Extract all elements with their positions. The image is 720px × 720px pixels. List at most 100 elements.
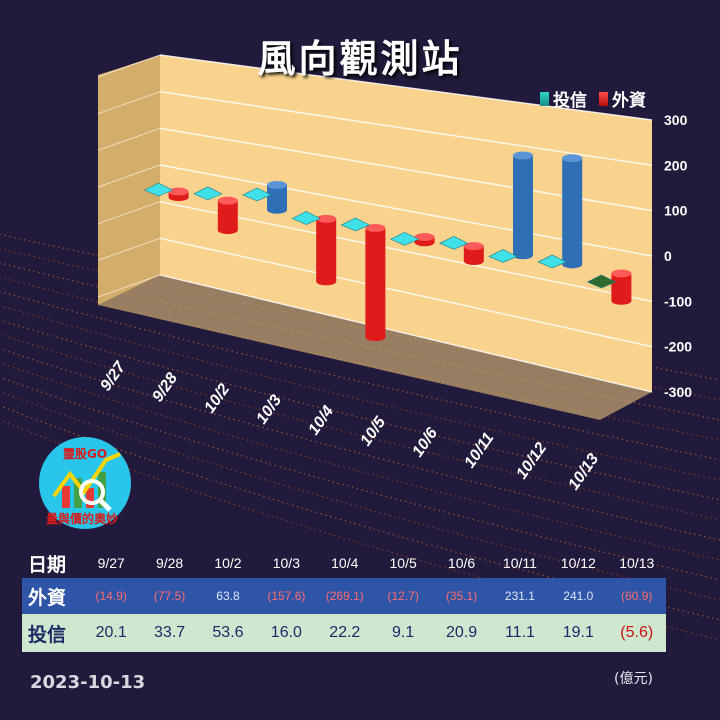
magnifier-handle-icon: [98, 498, 112, 512]
x-tick-label: 10/11: [461, 430, 497, 472]
bar-trust: [291, 211, 321, 225]
x-tick-label: 10/2: [201, 381, 233, 416]
table-cell: 10/4: [331, 555, 359, 571]
back-wall: [160, 55, 652, 392]
report-date: 2023-10-13: [30, 672, 146, 693]
table-cell: (12.7): [387, 589, 419, 603]
legend-item-foreign: 外資: [599, 86, 646, 111]
bar-foreign-base: [463, 256, 484, 265]
bar-foreign-cap: [267, 180, 287, 189]
bar-foreign: [562, 158, 583, 265]
bar-trust: [439, 235, 469, 250]
bar-foreign-base: [513, 251, 533, 260]
gridline: [159, 90, 653, 167]
y-tick-label: -100: [664, 293, 692, 309]
chart-floor: [98, 275, 652, 420]
x-tick-label: 10/5: [357, 413, 389, 449]
bar-foreign-cap: [365, 223, 386, 232]
decorative-arc: [0, 290, 720, 461]
x-tick-label: 10/3: [253, 392, 285, 427]
table-cell: 10/11: [502, 555, 537, 571]
bar-foreign-base: [611, 296, 632, 305]
row-label-trust: 投信: [28, 624, 67, 646]
decorative-arc: [0, 319, 720, 501]
gridline: [97, 54, 161, 78]
gridline: [97, 127, 161, 151]
bar-foreign: [365, 227, 386, 338]
table-cell: 231.1: [504, 589, 535, 603]
table-cell: 53.6: [212, 624, 244, 641]
table-cell: 16.0: [270, 624, 302, 641]
bar-trust: [537, 254, 567, 269]
bar-foreign: [267, 184, 287, 210]
decorative-arc: [0, 305, 720, 481]
bar-foreign: [217, 200, 238, 231]
decorative-arc: [0, 419, 720, 641]
table-cell: (269.1): [325, 589, 364, 603]
table-cell: (157.6): [267, 589, 306, 603]
logo-caption: 量與價的奧妙: [45, 512, 118, 526]
decorative-arc: [0, 348, 720, 541]
table-cell: 9/28: [155, 555, 184, 571]
legend-swatch-trust: [540, 91, 549, 106]
logo-badge: 靈股GO: [63, 446, 107, 461]
table-cell: 33.7: [154, 624, 186, 641]
decorative-arc: [0, 333, 720, 521]
chart-walls: [98, 55, 652, 420]
bar-foreign: [611, 273, 632, 301]
gridline: [97, 201, 161, 225]
gridline: [97, 91, 161, 115]
bar-trust: [242, 187, 272, 202]
magnifier-icon: [79, 479, 105, 505]
logo-bar: [86, 488, 94, 508]
table-cell: 22.2: [329, 624, 361, 641]
chart-legend: 投信 外資: [540, 86, 658, 111]
table-row-trust: 投信 20.1 33.7 53.6 16.0 22.2 9.1 20.9 11.…: [22, 614, 666, 652]
decorative-arc: [0, 362, 720, 561]
bar-foreign-base: [168, 193, 189, 202]
brand-logo: 靈股GO: [39, 437, 131, 529]
bar-foreign-base: [316, 277, 337, 286]
gridline: [97, 237, 161, 261]
table-cell: 10/2: [214, 555, 242, 571]
table-row-dates: 日期 9/27 9/28 10/2 10/3 10/4 10/5 10/6 10…: [22, 548, 666, 578]
gridline: [159, 237, 653, 348]
bar-trust: [143, 182, 174, 197]
bar-foreign-cap: [562, 154, 583, 163]
table-cell: 11.1: [504, 624, 535, 641]
bar-trust: [193, 186, 223, 201]
decorative-arc: [0, 376, 720, 581]
gridline: [159, 274, 653, 393]
x-tick-label: 10/6: [409, 425, 441, 460]
table-row-foreign: 外資 (14.9) (77.5) 63.8 (157.6) (269.1) (1…: [22, 578, 666, 614]
chart-bars: [143, 151, 632, 342]
bar-foreign-base: [365, 333, 386, 342]
gridline: [159, 54, 653, 121]
row-label-date: 日期: [28, 554, 67, 576]
table-cell: 10/3: [272, 555, 300, 571]
chart-title: 風向觀測站: [257, 37, 463, 81]
y-tick-label: 200: [664, 157, 688, 173]
bar-foreign-base: [217, 226, 238, 235]
bar-trust: [488, 249, 518, 263]
bar-foreign-base: [562, 260, 583, 269]
flow-table: 日期 9/27 9/28 10/2 10/3 10/4 10/5 10/6 10…: [22, 548, 666, 652]
logo-bar: [74, 478, 82, 508]
table-cell: 10/5: [389, 555, 417, 571]
x-tick-label: 10/12: [513, 440, 550, 483]
table-cell: 20.9: [445, 624, 478, 641]
table-cell: (5.6): [620, 624, 654, 641]
table-cell: 10/13: [619, 555, 655, 571]
unit-label: (億元): [614, 671, 653, 687]
bar-trust: [586, 274, 617, 289]
x-tick-label: 10/13: [565, 451, 602, 494]
gridline: [159, 200, 653, 303]
x-tick-label: 9/27: [97, 358, 129, 394]
bar-foreign-cap: [513, 151, 533, 160]
y-tick-label: 100: [664, 203, 688, 219]
bar-foreign-cap: [168, 187, 189, 196]
table-cell: 10/6: [447, 555, 476, 571]
table-cell: (77.5): [153, 589, 186, 603]
legend-label-trust: 投信: [553, 91, 587, 111]
row-label-foreign: 外資: [28, 587, 67, 609]
